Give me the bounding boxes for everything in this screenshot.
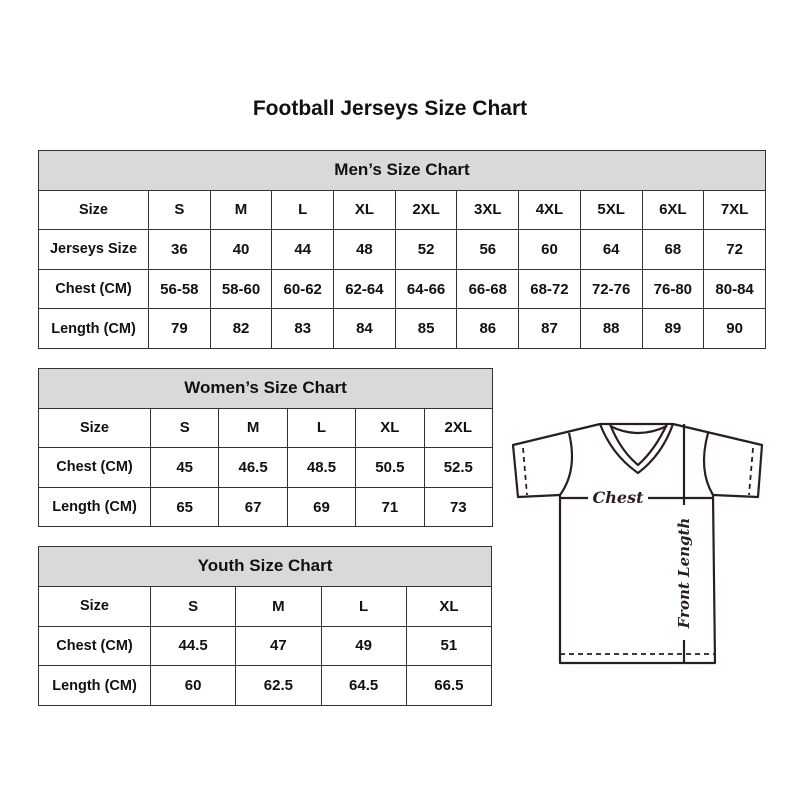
- table-cell: 44: [271, 229, 335, 270]
- table-cell: 71: [355, 486, 425, 528]
- table-cell: 76-80: [641, 268, 705, 310]
- table-row: Size S M L XL: [38, 585, 493, 627]
- row-label: Length (CM): [38, 308, 149, 349]
- table-cell: 72-76: [579, 268, 643, 310]
- table-cell: 51: [405, 625, 493, 667]
- mens-size-table: Men’s Size Chart Size S M L XL 2XL 3XL 4XL 5XL 6XL…: [38, 150, 766, 349]
- table-cell: 48.5: [286, 447, 357, 488]
- table-row: Length (CM) 65 67 69 71 73: [38, 486, 494, 528]
- table-cell: 64: [579, 229, 643, 270]
- table-cell: 66.5: [405, 665, 493, 707]
- page-title: Football Jerseys Size Chart: [252, 97, 528, 120]
- table-cell: 60-62: [271, 268, 335, 310]
- table-cell: 7XL: [703, 189, 766, 231]
- table-cell: 48: [333, 229, 396, 270]
- table-cell: M: [218, 407, 288, 449]
- table-row: Length (CM) 79 82 83 84 85 86 87 88 89 90: [38, 308, 766, 349]
- table-cell: L: [271, 189, 335, 231]
- table-cell: 80-84: [703, 268, 766, 310]
- youth-size-table: Youth Size Chart Size S M L XL Chest (CM) 44.5 4…: [37, 546, 493, 707]
- neck-outer: [598, 423, 675, 475]
- table-cell: 4XL: [518, 189, 581, 231]
- row-label: Size: [38, 189, 149, 231]
- row-label: Chest (CM): [38, 447, 151, 488]
- table-cell: 79: [148, 308, 211, 349]
- table-cell: XL: [333, 189, 396, 231]
- table-cell: 68: [641, 229, 705, 270]
- table-cell: 85: [394, 308, 458, 349]
- table-row: Size S M L XL 2XL: [38, 407, 494, 449]
- table-row: Chest (CM) 45 46.5 48.5 50.5 52.5: [38, 447, 494, 488]
- table-cell: XL: [405, 585, 493, 627]
- table-cell: 88: [579, 308, 643, 349]
- table-cell: L: [286, 407, 357, 449]
- table-cell: 44.5: [149, 625, 237, 667]
- table-cell: 56-58: [148, 268, 211, 310]
- table-cell: S: [149, 585, 237, 627]
- table-row: Length (CM) 60 62.5 64.5 66.5: [38, 665, 493, 707]
- row-label: Jerseys Size: [38, 229, 149, 270]
- table-cell: 40: [209, 229, 273, 270]
- table-cell: 2XL: [423, 407, 494, 449]
- table-cell: 69: [286, 486, 357, 528]
- table-cell: 64.5: [320, 665, 407, 707]
- table-cell: 60: [518, 229, 581, 270]
- table-cell: L: [320, 585, 407, 627]
- table-cell: 62-64: [333, 268, 396, 310]
- table-row: Size S M L XL 2XL 3XL 4XL 5XL 6XL 7XL: [38, 189, 766, 231]
- women-table-title: Women’s Size Chart: [37, 368, 494, 409]
- table-cell: 52.5: [423, 447, 494, 488]
- table-cell: 50.5: [355, 447, 425, 488]
- youth-table-title: Youth Size Chart: [37, 546, 493, 587]
- table-cell: 86: [456, 308, 520, 349]
- table-cell: 45: [149, 447, 220, 488]
- chest-label: Chest: [593, 488, 645, 507]
- table-cell: 62.5: [235, 665, 322, 707]
- table-cell: 82: [209, 308, 273, 349]
- table-row: Chest (CM) 44.5 47 49 51: [38, 625, 493, 667]
- table-cell: M: [235, 585, 322, 627]
- table-cell: 90: [703, 308, 766, 349]
- front-length-label: Front Length: [675, 518, 693, 630]
- table-cell: 66-68: [456, 268, 520, 310]
- table-cell: 60: [149, 665, 237, 707]
- left-armhole: [559, 432, 574, 496]
- table-cell: 5XL: [579, 189, 643, 231]
- table-row: Jerseys Size 36 40 44 48 52 56 60 64 68 72: [38, 229, 766, 270]
- neck-inner: [608, 423, 668, 467]
- table-cell: 49: [320, 625, 407, 667]
- table-cell: 73: [423, 486, 494, 528]
- men-table-title: Men’s Size Chart: [38, 150, 766, 191]
- row-label: Length (CM): [38, 486, 151, 528]
- table-cell: 67: [218, 486, 288, 528]
- jersey-outline: [511, 422, 764, 665]
- table-cell: 6XL: [641, 189, 705, 231]
- table-cell: 36: [148, 229, 211, 270]
- row-label: Chest (CM): [38, 625, 151, 667]
- table-cell: 65: [149, 486, 220, 528]
- table-cell: 68-72: [518, 268, 581, 310]
- womens-size-table: Women’s Size Chart Size S M L XL 2XL Chest (CM)…: [37, 368, 494, 528]
- neck-back: [609, 425, 668, 435]
- table-cell: 84: [333, 308, 396, 349]
- row-label: Size: [38, 585, 151, 627]
- table-cell: 47: [235, 625, 322, 667]
- row-label: Size: [38, 407, 151, 449]
- right-armhole: [702, 432, 714, 496]
- table-cell: 87: [518, 308, 581, 349]
- table-cell: XL: [355, 407, 425, 449]
